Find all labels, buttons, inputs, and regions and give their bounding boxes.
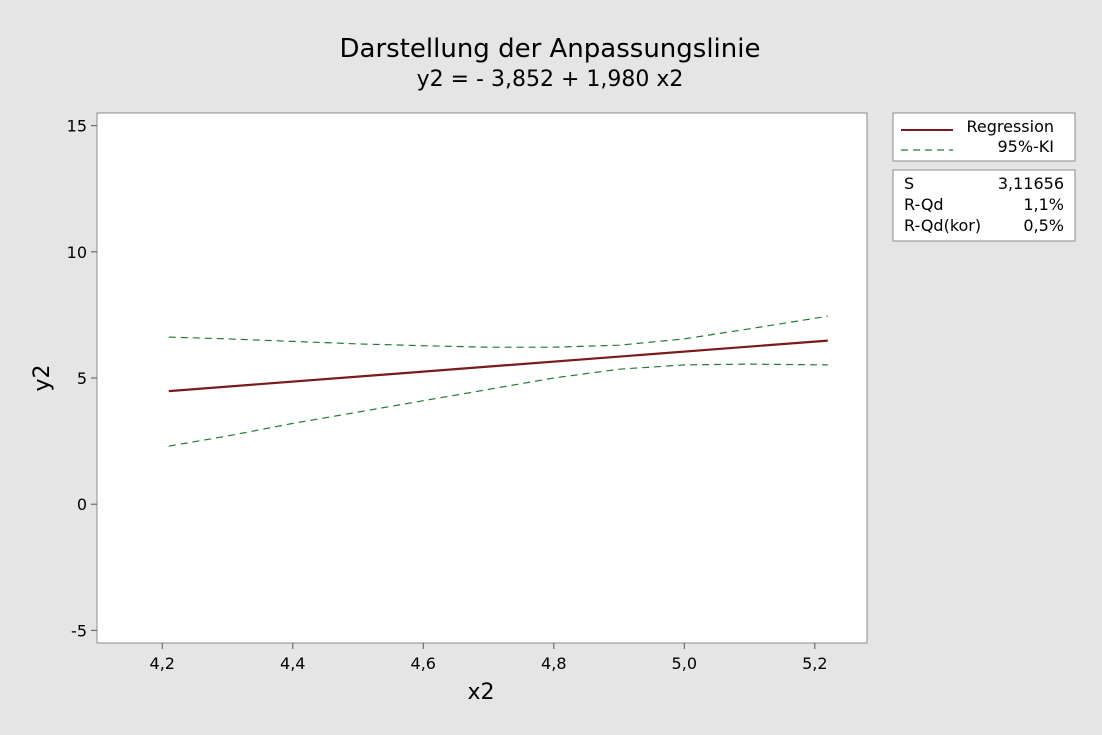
stat-label-rqdkor: R-Qd(kor): [904, 216, 981, 235]
x-tick-label: 5,2: [802, 654, 827, 673]
series-layer: [168, 315, 828, 447]
x-axis-label: x2: [467, 680, 494, 705]
ci-line-upper: [168, 315, 828, 348]
x-tick-label: 5,0: [672, 654, 697, 673]
plot-area: [96, 112, 868, 644]
legend-frame: [892, 112, 1076, 162]
chart-title: Darstellung der Anpassungslinie: [340, 34, 761, 64]
regression-line: [168, 339, 828, 393]
y-tick-label: 0: [77, 495, 87, 514]
x-axis: 4,2 4,4 4,6 4,8 5,0 5,2: [150, 643, 828, 673]
stat-label-s: S: [904, 174, 914, 193]
y-tick-label: 5: [77, 369, 87, 388]
x-tick-label: 4,6: [411, 654, 436, 673]
y-axis: -5 0 5 10 15: [67, 117, 97, 640]
stat-value-rqd: 1,1%: [1023, 195, 1064, 214]
y-axis-label: y2: [30, 364, 55, 391]
stats-table: S 3,11656 R-Qd 1,1% R-Qd(kor) 0,5%: [892, 169, 1076, 242]
x-tick-label: 4,2: [150, 654, 175, 673]
y-tick-label: -5: [71, 621, 87, 640]
chart-subtitle: y2 = - 3,852 + 1,980 x2: [417, 67, 684, 92]
legend: Regression 95%-KI: [892, 112, 1076, 162]
legend-label-ci: 95%-KI: [997, 137, 1054, 156]
x-tick-label: 4,4: [280, 654, 305, 673]
stat-value-s: 3,11656: [998, 174, 1064, 193]
legend-label-regression: Regression: [966, 117, 1054, 136]
stats-frame: [892, 169, 1076, 242]
y-tick-label: 15: [67, 117, 87, 136]
ci-line-lower: [168, 363, 828, 447]
stat-value-rqdkor: 0,5%: [1023, 216, 1064, 235]
y-tick-label: 10: [67, 243, 87, 262]
stat-label-rqd: R-Qd: [904, 195, 944, 214]
x-tick-label: 4,8: [541, 654, 566, 673]
